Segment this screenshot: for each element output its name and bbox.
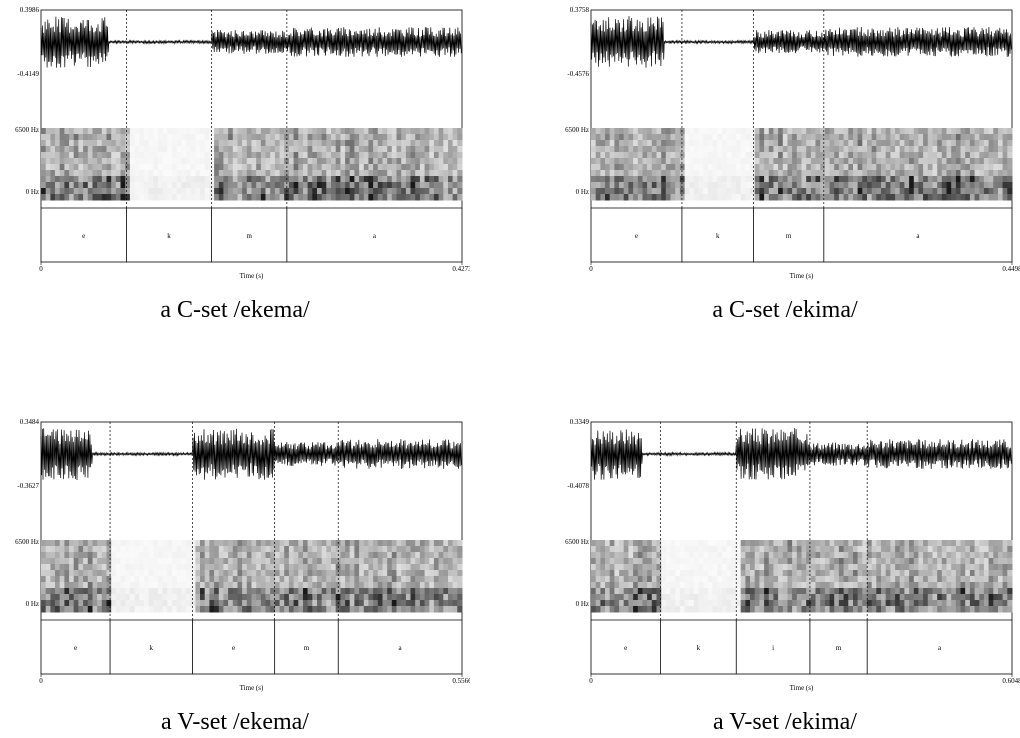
time-end-label: 0.5566 — [452, 677, 470, 685]
praat-figure: e k m a 0.3758 -0.4576 6500 Hz 0 Hz 0 0.4498 Time … — [565, 6, 1020, 280]
segment-label: e — [82, 232, 85, 240]
time-start-label: 0 — [589, 677, 593, 685]
wave-max-label: 0.3349 — [570, 418, 590, 426]
segment-label: e — [635, 232, 638, 240]
segment-label: m — [836, 644, 842, 652]
freq-bottom-label: 0 Hz — [576, 188, 589, 196]
segment-label: e — [74, 644, 77, 652]
panel-caption: a C-set /ekima/ — [712, 297, 858, 323]
time-start-label: 0 — [39, 265, 43, 273]
wave-max-label: 0.3484 — [20, 418, 40, 426]
wave-max-label: 0.3986 — [20, 6, 40, 14]
wave-min-label: -0.4149 — [17, 70, 39, 78]
wave-min-label: -0.4576 — [567, 70, 589, 78]
segment-label: e — [624, 644, 627, 652]
segment-label: e — [232, 644, 235, 652]
freq-top-label: 6500 Hz — [565, 126, 589, 134]
wave-min-label: -0.4078 — [567, 482, 589, 490]
freq-top-label: 6500 Hz — [15, 126, 39, 134]
waveform — [590, 428, 1012, 480]
time-start-label: 0 — [39, 677, 43, 685]
spectrogram — [591, 128, 1013, 201]
segment-label: a — [916, 232, 920, 240]
praat-figure: e k m a 0.3986 -0.4149 6500 Hz 0 Hz 0 0.4273 Time … — [15, 6, 470, 280]
time-end-label: 0.4498 — [1002, 265, 1020, 273]
time-end-label: 0.6048 — [1002, 677, 1020, 685]
praat-panel-ekima-c: e k m a 0.3758 -0.4576 6500 Hz 0 Hz 0 0.4498 Time … — [550, 0, 1020, 323]
wave-min-label: -0.3627 — [17, 482, 39, 490]
praat-figure: e k i m a 0.3349 -0.4078 6500 Hz 0 Hz 0 0.6048 Time… — [565, 418, 1020, 692]
time-axis-label: Time (s) — [240, 272, 264, 280]
freq-bottom-label: 0 Hz — [26, 600, 39, 608]
segment-label: a — [399, 644, 403, 652]
spectrogram — [41, 540, 463, 613]
waveform — [40, 428, 462, 481]
segment-label: k — [150, 644, 154, 652]
segment-label: a — [373, 232, 377, 240]
spectrogram — [591, 540, 1013, 613]
freq-bottom-label: 0 Hz — [576, 600, 589, 608]
segment-label: i — [772, 644, 774, 652]
segment-label: a — [938, 644, 942, 652]
segment-label: m — [786, 232, 792, 240]
praat-panel-ekema-c: e k m a 0.3986 -0.4149 6500 Hz 0 Hz 0 0.4273 Time … — [0, 0, 470, 323]
panel-caption: a V-set /ekima/ — [713, 709, 857, 735]
segment-label: k — [697, 644, 701, 652]
panel-caption: a V-set /ekema/ — [161, 709, 309, 735]
praat-figure: e k e m a 0.3484 -0.3627 6500 Hz 0 Hz 0 0.5566 Time… — [15, 418, 470, 692]
panel-caption: a C-set /ekema/ — [160, 297, 310, 323]
praat-panel-ekema-v: e k e m a 0.3484 -0.3627 6500 Hz 0 Hz 0 0.5566 Time… — [0, 412, 470, 735]
segment-label: m — [246, 232, 252, 240]
time-axis-label: Time (s) — [240, 684, 264, 692]
time-axis-label: Time (s) — [790, 272, 814, 280]
time-end-label: 0.4273 — [452, 265, 470, 273]
waveform — [590, 16, 1012, 68]
segment-label: m — [304, 644, 310, 652]
segment-label: k — [716, 232, 720, 240]
waveform — [40, 16, 462, 68]
freq-top-label: 6500 Hz — [565, 538, 589, 546]
freq-top-label: 6500 Hz — [15, 538, 39, 546]
praat-panel-ekima-v: e k i m a 0.3349 -0.4078 6500 Hz 0 Hz 0 0.6048 Time… — [550, 412, 1020, 735]
wave-max-label: 0.3758 — [570, 6, 590, 14]
freq-bottom-label: 0 Hz — [26, 188, 39, 196]
spectrogram — [41, 128, 463, 201]
time-start-label: 0 — [589, 265, 593, 273]
time-axis-label: Time (s) — [790, 684, 814, 692]
segment-label: k — [167, 232, 171, 240]
